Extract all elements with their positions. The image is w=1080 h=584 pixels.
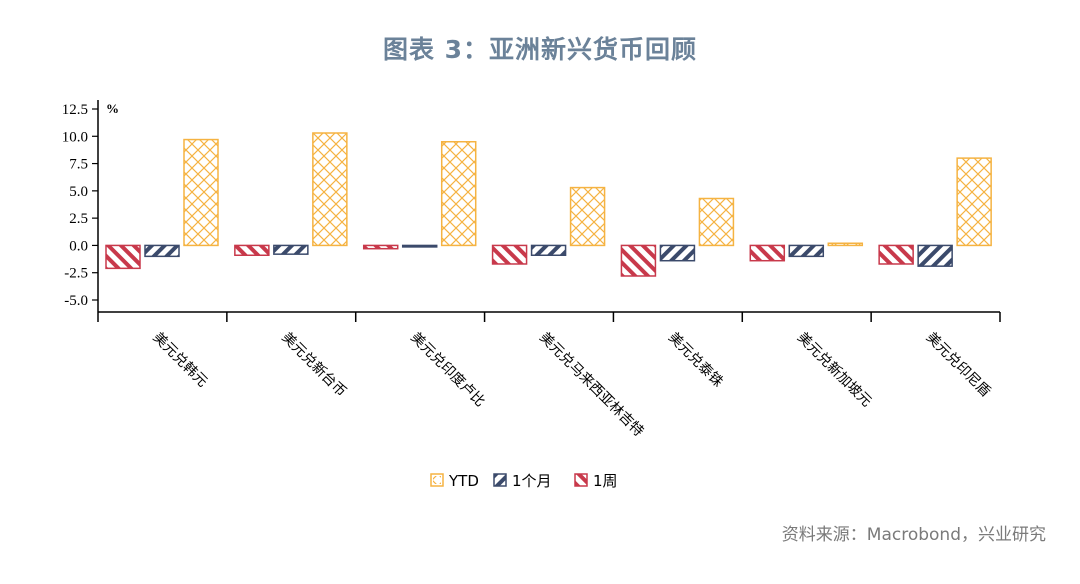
- y-tick-label: 7.5: [69, 157, 88, 173]
- source-note: 资料来源：Macrobond，兴业研究: [781, 525, 1046, 545]
- legend-label-month: 1个月: [512, 472, 552, 490]
- bar-ytd: [312, 132, 348, 247]
- bar-chart: 12.5 10.0 7.5 5.0 2.5 0.0 -2.5 -5.0 美元兑韩元 美元兑新台币…: [62, 100, 1001, 490]
- bar-month: [401, 244, 438, 248]
- y-tick-label: -2.5: [64, 266, 88, 282]
- bars-layer: [105, 132, 992, 277]
- bar-week: [749, 244, 786, 262]
- y-tick-label: 12.5: [62, 102, 88, 118]
- x-category-label: 美元兑印度卢比: [407, 330, 488, 411]
- bar-ytd: [569, 186, 606, 247]
- y-unit-label: %: [106, 101, 119, 116]
- legend-swatch-week: [574, 473, 588, 487]
- y-tick-label: 10.0: [62, 129, 88, 145]
- bar-week: [362, 244, 399, 250]
- bar-week: [491, 244, 528, 265]
- legend-swatch-month: [493, 473, 507, 487]
- bar-week: [234, 244, 270, 257]
- legend: YTD 1个月 1周: [430, 472, 618, 490]
- x-category-label: 美元兑泰铢: [665, 330, 726, 391]
- legend-label-ytd: YTD: [448, 472, 479, 490]
- bar-ytd: [956, 157, 992, 247]
- bar-ytd: [440, 140, 477, 247]
- bar-month: [144, 244, 180, 258]
- bar-ytd: [698, 197, 735, 247]
- bar-week: [620, 244, 657, 277]
- legend-swatch-ytd-fill: [433, 476, 441, 484]
- y-tick-label: 2.5: [69, 211, 88, 227]
- y-tick-label: 0.0: [69, 238, 88, 254]
- legend-label-week: 1周: [593, 472, 618, 490]
- y-tick-label: -5.0: [64, 293, 88, 309]
- bar-month: [273, 244, 309, 255]
- bar-month: [917, 244, 953, 267]
- category-labels: 美元兑韩元 美元兑新台币 美元兑印度卢比 美元兑马来西亚林吉特 美元兑泰铢 美元兑新加坡元…: [150, 330, 994, 440]
- x-category-label: 美元兑韩元: [150, 330, 211, 391]
- bar-ytd: [183, 138, 219, 247]
- x-category-label: 美元兑新台币: [278, 330, 349, 401]
- bar-week: [878, 244, 914, 265]
- bar-month: [788, 244, 825, 258]
- y-tick-label: 5.0: [69, 184, 88, 200]
- bar-week: [105, 244, 141, 270]
- chart-title: 图表 3：亚洲新兴货币回顾: [382, 35, 698, 64]
- x-category-label: 美元兑新加坡元: [794, 330, 875, 411]
- bar-ytd: [827, 242, 864, 247]
- x-category-label: 美元兑印尼盾: [923, 330, 994, 401]
- bar-month: [530, 244, 567, 257]
- axis-layer: 12.5 10.0 7.5 5.0 2.5 0.0 -2.5 -5.0: [62, 100, 1001, 322]
- bar-month: [659, 244, 696, 262]
- x-category-label: 美元兑马来西亚林吉特: [536, 330, 646, 440]
